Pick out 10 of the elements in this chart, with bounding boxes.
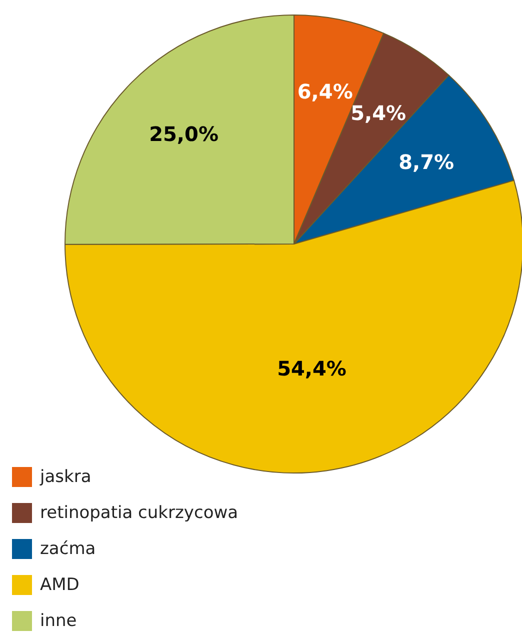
data-label: 25,0%: [149, 122, 218, 146]
data-label: 8,7%: [398, 150, 454, 174]
data-label: 54,4%: [277, 356, 346, 381]
data-label: 6,4%: [297, 79, 353, 104]
legend-label: jaskra: [40, 467, 92, 487]
legend-label: zaćma: [40, 539, 96, 559]
data-label: 5,4%: [350, 101, 406, 126]
legend-label: retinopatia cukrzycowa: [40, 503, 238, 523]
legend-label: AMD: [40, 575, 80, 595]
legend-label: inne: [40, 611, 77, 631]
